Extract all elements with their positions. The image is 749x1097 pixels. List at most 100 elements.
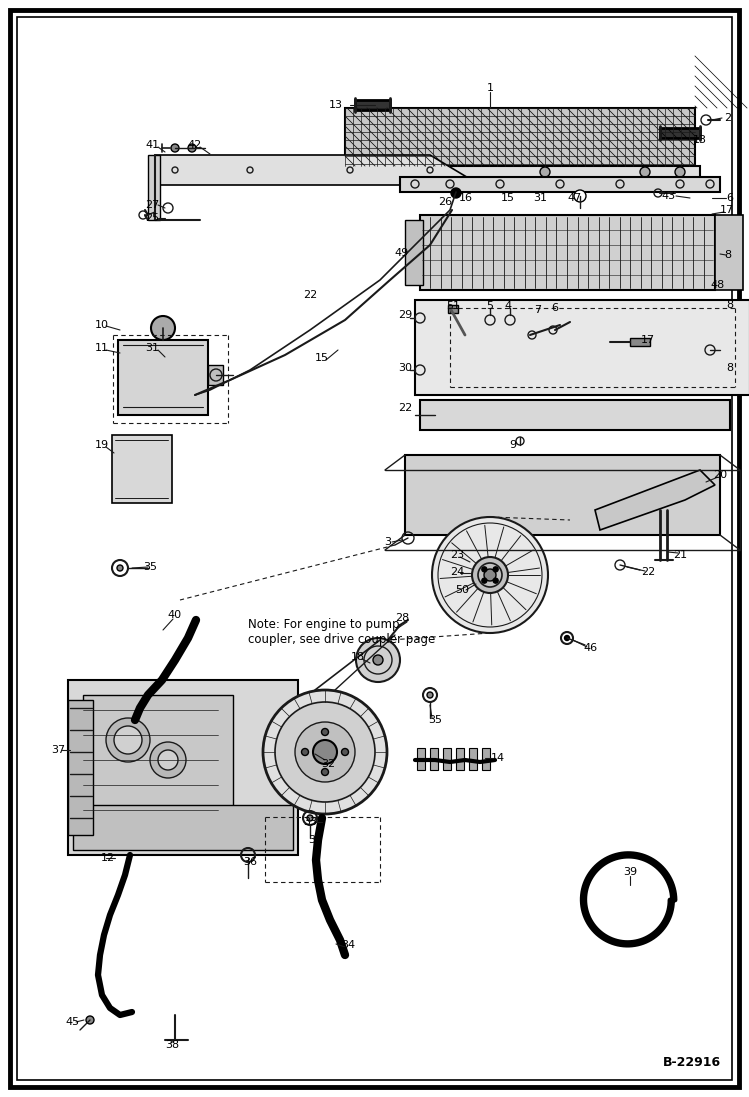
Text: Note: For engine to pump
coupler, see drive coupler page: Note: For engine to pump coupler, see dr… bbox=[248, 618, 435, 646]
Circle shape bbox=[493, 567, 498, 572]
Circle shape bbox=[427, 692, 433, 698]
Text: 23: 23 bbox=[450, 550, 464, 559]
Text: 46: 46 bbox=[583, 643, 597, 653]
Text: 38: 38 bbox=[165, 1040, 179, 1050]
Bar bbox=[456, 748, 464, 770]
Text: 25: 25 bbox=[145, 213, 159, 223]
Text: 4: 4 bbox=[504, 301, 512, 312]
Text: 13: 13 bbox=[329, 100, 343, 110]
Text: 40: 40 bbox=[168, 610, 182, 620]
Text: 20: 20 bbox=[713, 470, 727, 480]
Bar bbox=[73, 805, 293, 850]
Text: 14: 14 bbox=[491, 753, 505, 764]
Circle shape bbox=[263, 690, 387, 814]
Text: 35: 35 bbox=[143, 562, 157, 572]
Circle shape bbox=[106, 719, 150, 762]
Bar bbox=[660, 128, 700, 138]
Bar bbox=[430, 748, 438, 770]
Circle shape bbox=[373, 655, 383, 665]
Text: 16: 16 bbox=[459, 193, 473, 203]
Bar bbox=[83, 695, 233, 840]
Text: 10: 10 bbox=[95, 320, 109, 330]
Circle shape bbox=[440, 167, 450, 177]
Text: B-22916: B-22916 bbox=[663, 1056, 721, 1068]
Text: 35: 35 bbox=[428, 715, 442, 725]
Text: 11: 11 bbox=[95, 343, 109, 353]
Text: 36: 36 bbox=[243, 857, 257, 867]
Circle shape bbox=[355, 167, 365, 177]
Circle shape bbox=[171, 144, 179, 152]
Bar bbox=[469, 748, 477, 770]
Circle shape bbox=[114, 726, 142, 754]
Text: 47: 47 bbox=[568, 193, 582, 203]
Text: 35: 35 bbox=[308, 835, 322, 845]
Bar bbox=[448, 305, 458, 313]
Bar bbox=[443, 748, 451, 770]
Bar bbox=[482, 748, 490, 770]
Text: 8: 8 bbox=[724, 250, 732, 260]
Bar bbox=[417, 748, 425, 770]
Bar bbox=[68, 700, 93, 835]
Circle shape bbox=[482, 578, 487, 584]
Text: 2: 2 bbox=[724, 113, 732, 123]
Bar bbox=[355, 100, 390, 110]
Text: 34: 34 bbox=[341, 940, 355, 950]
Polygon shape bbox=[595, 470, 715, 530]
Bar bbox=[630, 338, 650, 346]
Circle shape bbox=[640, 167, 650, 177]
Circle shape bbox=[574, 190, 586, 202]
Text: 32: 32 bbox=[321, 759, 335, 769]
Text: 30: 30 bbox=[398, 363, 412, 373]
Text: 45: 45 bbox=[65, 1017, 79, 1027]
Circle shape bbox=[302, 748, 309, 756]
Bar bbox=[208, 365, 223, 385]
Text: 26: 26 bbox=[438, 197, 452, 207]
Circle shape bbox=[307, 815, 313, 821]
Text: 17: 17 bbox=[720, 205, 734, 215]
Circle shape bbox=[86, 1016, 94, 1024]
Text: 21: 21 bbox=[673, 550, 687, 559]
Text: 6: 6 bbox=[727, 193, 733, 203]
Circle shape bbox=[321, 728, 329, 735]
Text: 15: 15 bbox=[501, 193, 515, 203]
Text: 24: 24 bbox=[450, 567, 464, 577]
Text: 42: 42 bbox=[188, 140, 202, 150]
Text: 17: 17 bbox=[641, 335, 655, 344]
Text: 49: 49 bbox=[395, 248, 409, 258]
Bar bbox=[405, 455, 720, 535]
Circle shape bbox=[150, 742, 186, 778]
Bar bbox=[415, 299, 749, 395]
Text: 6: 6 bbox=[551, 303, 559, 313]
Circle shape bbox=[321, 769, 329, 776]
Circle shape bbox=[117, 565, 123, 572]
Text: 37: 37 bbox=[51, 745, 65, 755]
Bar bbox=[400, 177, 720, 192]
Text: 50: 50 bbox=[455, 585, 469, 595]
Circle shape bbox=[472, 557, 508, 593]
Circle shape bbox=[432, 517, 548, 633]
Circle shape bbox=[482, 567, 487, 572]
Bar bbox=[405, 220, 423, 285]
Circle shape bbox=[565, 635, 569, 641]
Text: 7: 7 bbox=[535, 305, 542, 315]
Text: 22: 22 bbox=[303, 290, 317, 299]
Bar bbox=[420, 400, 730, 430]
Text: 41: 41 bbox=[145, 140, 159, 150]
Text: 33: 33 bbox=[303, 817, 317, 827]
Text: 3: 3 bbox=[384, 538, 392, 547]
Circle shape bbox=[295, 722, 355, 782]
Text: 19: 19 bbox=[95, 440, 109, 450]
Text: 15: 15 bbox=[315, 353, 329, 363]
Circle shape bbox=[356, 638, 400, 682]
Text: 48: 48 bbox=[711, 280, 725, 290]
Bar bbox=[345, 108, 695, 166]
Circle shape bbox=[151, 316, 175, 340]
Circle shape bbox=[675, 167, 685, 177]
Circle shape bbox=[540, 167, 550, 177]
Text: 22: 22 bbox=[641, 567, 655, 577]
Bar bbox=[148, 155, 160, 220]
Text: 43: 43 bbox=[661, 191, 675, 201]
Circle shape bbox=[275, 702, 375, 802]
Text: 8: 8 bbox=[727, 299, 733, 310]
Bar bbox=[420, 215, 715, 290]
